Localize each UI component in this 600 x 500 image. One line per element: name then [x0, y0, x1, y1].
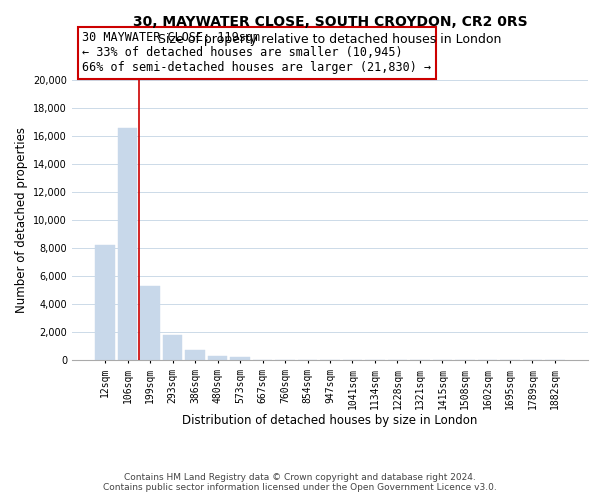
Text: 30, MAYWATER CLOSE, SOUTH CROYDON, CR2 0RS: 30, MAYWATER CLOSE, SOUTH CROYDON, CR2 0…: [133, 15, 527, 29]
Y-axis label: Number of detached properties: Number of detached properties: [15, 127, 28, 313]
Bar: [95, 245, 115, 360]
Bar: [118, 128, 137, 360]
Text: Size of property relative to detached houses in London: Size of property relative to detached ho…: [158, 32, 502, 46]
Bar: [140, 286, 160, 360]
Bar: [163, 335, 182, 360]
X-axis label: Distribution of detached houses by size in London: Distribution of detached houses by size …: [182, 414, 478, 428]
Text: 30 MAYWATER CLOSE: 119sqm
← 33% of detached houses are smaller (10,945)
66% of s: 30 MAYWATER CLOSE: 119sqm ← 33% of detac…: [82, 32, 431, 74]
Bar: [185, 350, 205, 360]
Bar: [208, 356, 227, 360]
Text: Contains HM Land Registry data © Crown copyright and database right 2024.
Contai: Contains HM Land Registry data © Crown c…: [103, 473, 497, 492]
Bar: [230, 357, 250, 360]
